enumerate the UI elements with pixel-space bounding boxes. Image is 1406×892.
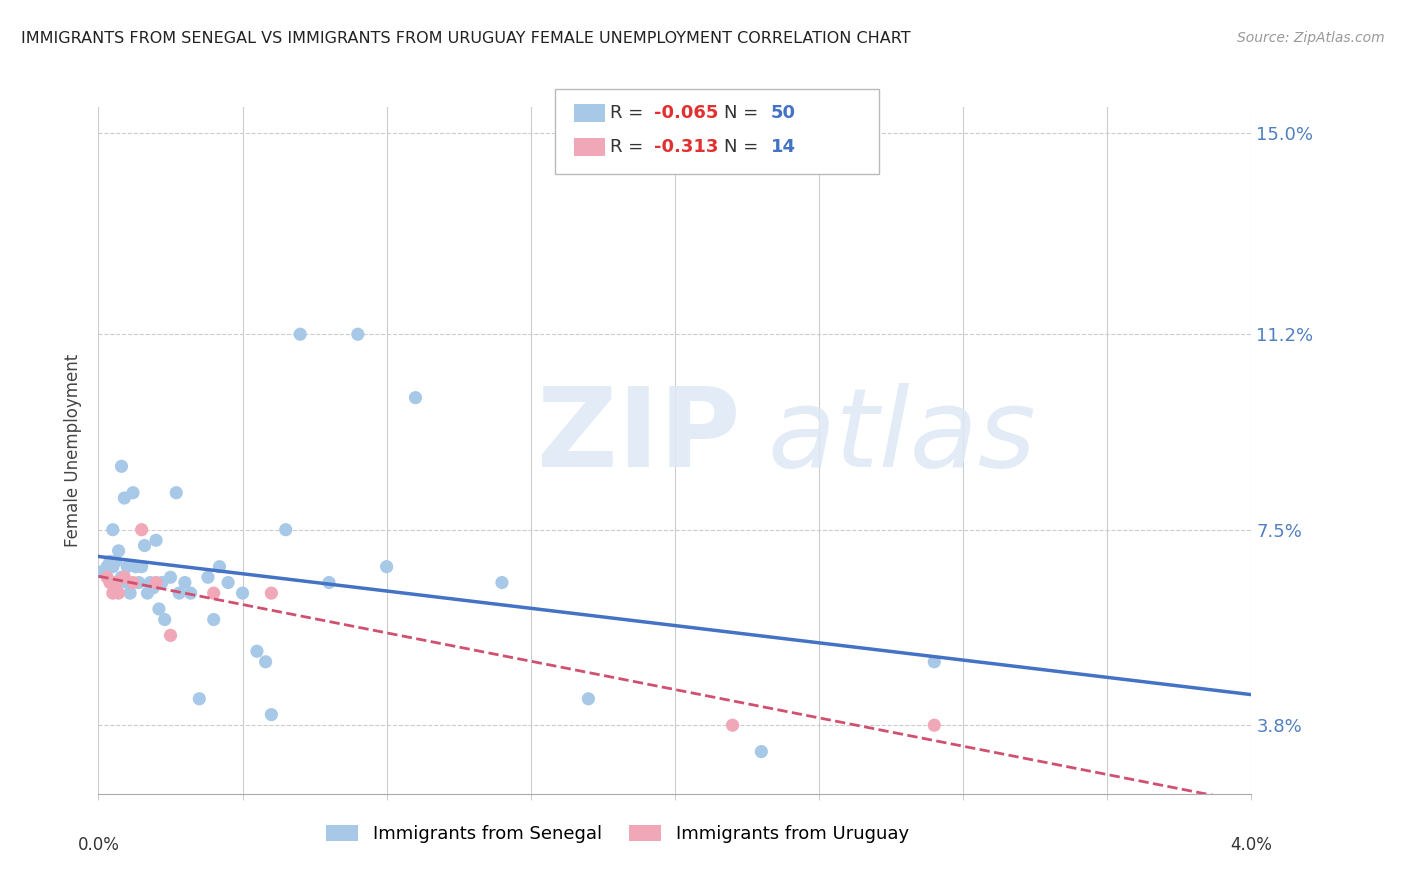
Point xyxy=(318,575,340,590)
Text: IMMIGRANTS FROM SENEGAL VS IMMIGRANTS FROM URUGUAY FEMALE UNEMPLOYMENT CORRELATI: IMMIGRANTS FROM SENEGAL VS IMMIGRANTS FR… xyxy=(21,31,911,46)
Point xyxy=(107,544,129,558)
Point xyxy=(145,533,167,548)
Point xyxy=(122,485,145,500)
Point xyxy=(117,559,139,574)
Point xyxy=(924,655,946,669)
Point xyxy=(167,586,190,600)
Point xyxy=(254,655,277,669)
Text: 4.0%: 4.0% xyxy=(1230,836,1272,855)
Point xyxy=(751,745,773,759)
Point xyxy=(197,570,219,584)
Point xyxy=(260,586,283,600)
Point xyxy=(165,485,187,500)
Point xyxy=(260,707,283,722)
Point xyxy=(101,586,124,600)
Point xyxy=(107,586,129,600)
Point xyxy=(110,570,132,584)
Point xyxy=(491,575,513,590)
Point xyxy=(107,575,129,590)
Point xyxy=(104,554,127,568)
Point xyxy=(136,586,159,600)
Point xyxy=(110,459,132,474)
Point xyxy=(150,575,173,590)
Point xyxy=(96,570,118,584)
Point xyxy=(125,559,148,574)
Point xyxy=(139,575,162,590)
Text: R =: R = xyxy=(610,104,650,122)
Text: N =: N = xyxy=(724,138,763,156)
Point xyxy=(924,718,946,732)
Point xyxy=(98,575,121,590)
Point xyxy=(231,586,254,600)
Text: Source: ZipAtlas.com: Source: ZipAtlas.com xyxy=(1237,31,1385,45)
Point xyxy=(180,586,202,600)
Point xyxy=(375,559,398,574)
Text: N =: N = xyxy=(724,104,763,122)
Point xyxy=(208,559,231,574)
Point xyxy=(131,523,153,537)
Point xyxy=(122,575,145,590)
Point xyxy=(104,575,127,590)
Point xyxy=(246,644,269,658)
Point xyxy=(101,523,124,537)
Legend: Immigrants from Senegal, Immigrants from Uruguay: Immigrants from Senegal, Immigrants from… xyxy=(318,817,917,850)
Point xyxy=(153,613,176,627)
Text: -0.313: -0.313 xyxy=(654,138,718,156)
Point xyxy=(148,602,170,616)
Point xyxy=(112,570,135,584)
Point xyxy=(128,575,150,590)
Point xyxy=(578,691,600,706)
Point xyxy=(274,523,297,537)
Point xyxy=(217,575,239,590)
Point xyxy=(101,559,124,574)
Point xyxy=(87,565,110,579)
Point xyxy=(98,554,121,568)
Text: 14: 14 xyxy=(770,138,796,156)
Text: ZIP: ZIP xyxy=(537,384,740,491)
Point xyxy=(131,559,153,574)
Text: -0.065: -0.065 xyxy=(654,104,718,122)
Point xyxy=(142,581,165,595)
Text: 50: 50 xyxy=(770,104,796,122)
Point xyxy=(721,718,744,732)
Point xyxy=(145,575,167,590)
Text: atlas: atlas xyxy=(768,384,1036,491)
Point xyxy=(174,575,197,590)
Point xyxy=(96,559,118,574)
Point xyxy=(120,586,142,600)
Text: 0.0%: 0.0% xyxy=(77,836,120,855)
Point xyxy=(290,327,312,342)
Point xyxy=(134,539,156,553)
Point xyxy=(159,628,181,642)
Point xyxy=(202,586,225,600)
Point xyxy=(112,491,135,505)
Text: R =: R = xyxy=(610,138,650,156)
Point xyxy=(159,570,181,584)
Point xyxy=(117,575,139,590)
Point xyxy=(405,391,427,405)
Point xyxy=(202,613,225,627)
Point xyxy=(346,327,368,342)
Point xyxy=(188,691,211,706)
Y-axis label: Female Unemployment: Female Unemployment xyxy=(65,354,83,547)
